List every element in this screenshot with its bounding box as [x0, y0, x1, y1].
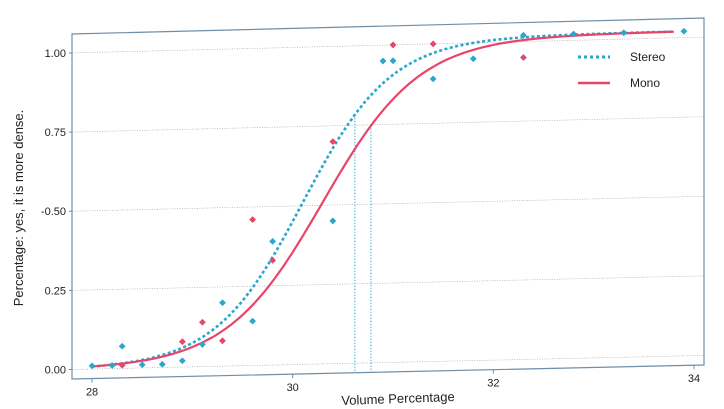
data-point-stereo: [138, 361, 146, 369]
data-point-stereo: [118, 342, 126, 350]
data-point-mono: [249, 216, 256, 224]
data-point-stereo: [620, 29, 628, 37]
legend-mono-label: Mono: [630, 76, 660, 90]
y-axis-title: Percentage: yes, it is more dense.: [11, 110, 26, 307]
data-point-stereo: [429, 75, 437, 83]
data-point-mono: [178, 338, 186, 346]
data-point-stereo: [570, 30, 577, 38]
data-point-stereo: [249, 317, 256, 325]
y-tick-label: 0.00: [45, 365, 66, 377]
y-tick-label: -0.50: [41, 206, 66, 218]
x-tick-label: 32: [487, 378, 499, 390]
plot-frame: [71, 17, 705, 380]
y-tick-label: 1.00: [45, 48, 66, 60]
data-point-stereo: [88, 362, 96, 370]
data-point-mono: [269, 257, 277, 264]
grid-line-y: [71, 116, 705, 133]
data-point-stereo: [520, 31, 527, 39]
data-point-mono: [118, 361, 126, 369]
series-curve-mono: [92, 30, 674, 368]
data-point-stereo: [158, 360, 166, 368]
data-point-mono: [429, 40, 437, 48]
data-point-stereo: [108, 362, 116, 369]
data-point-stereo: [469, 55, 477, 63]
data-point-stereo: [219, 299, 226, 307]
data-point-mono: [199, 318, 206, 326]
grid-line-y: [71, 355, 705, 370]
grid-line-y: [71, 195, 705, 212]
data-point-mono: [389, 41, 397, 49]
data-point-stereo: [379, 57, 387, 65]
grid-line-y: [71, 36, 705, 54]
x-tick-label: 30: [287, 382, 299, 394]
data-point-stereo: [178, 357, 186, 365]
x-tick-label: 28: [86, 387, 98, 399]
data-point-mono: [520, 54, 527, 61]
x-tick-label: 34: [688, 373, 700, 385]
data-point-mono: [219, 337, 226, 345]
x-axis-title: Volume Percentage: [341, 389, 455, 408]
grid-line-y: [71, 275, 705, 291]
data-point-stereo: [680, 27, 688, 35]
data-point-stereo: [389, 57, 397, 65]
legend: Stereo Mono: [578, 50, 666, 90]
data-point-stereo: [329, 217, 337, 225]
legend-stereo-label: Stereo: [630, 50, 666, 64]
data-point-mono: [329, 138, 337, 146]
y-tick-label: 0.25: [45, 285, 66, 297]
y-tick-label: 0.75: [45, 127, 66, 139]
data-point-stereo: [199, 341, 206, 348]
data-point-stereo: [269, 237, 277, 245]
